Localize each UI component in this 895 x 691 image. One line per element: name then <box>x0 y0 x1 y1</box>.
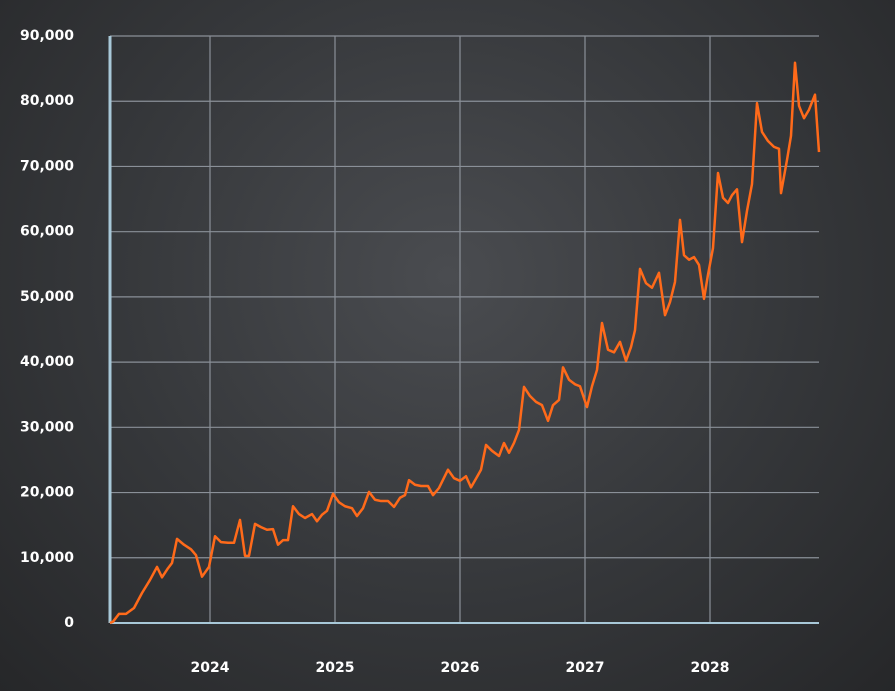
y-tick-label: 20,000 <box>20 485 74 501</box>
y-tick-label: 10,000 <box>20 550 74 566</box>
y-tick-label: 0 <box>64 615 74 631</box>
y-tick-label: 60,000 <box>20 224 74 240</box>
y-tick-label: 80,000 <box>20 93 74 109</box>
y-tick-label: 40,000 <box>20 354 74 370</box>
data-line <box>109 61 821 625</box>
x-tick-label: 2028 <box>691 660 730 676</box>
y-tick-label: 70,000 <box>20 158 74 174</box>
y-tick-label: 30,000 <box>20 419 74 435</box>
x-tick-label: 2025 <box>316 660 355 676</box>
y-tick-label: 90,000 <box>20 28 74 44</box>
x-tick-label: 2026 <box>441 660 480 676</box>
x-tick-label: 2024 <box>191 660 230 676</box>
x-tick-label: 2027 <box>566 660 605 676</box>
y-tick-label: 50,000 <box>20 289 74 305</box>
